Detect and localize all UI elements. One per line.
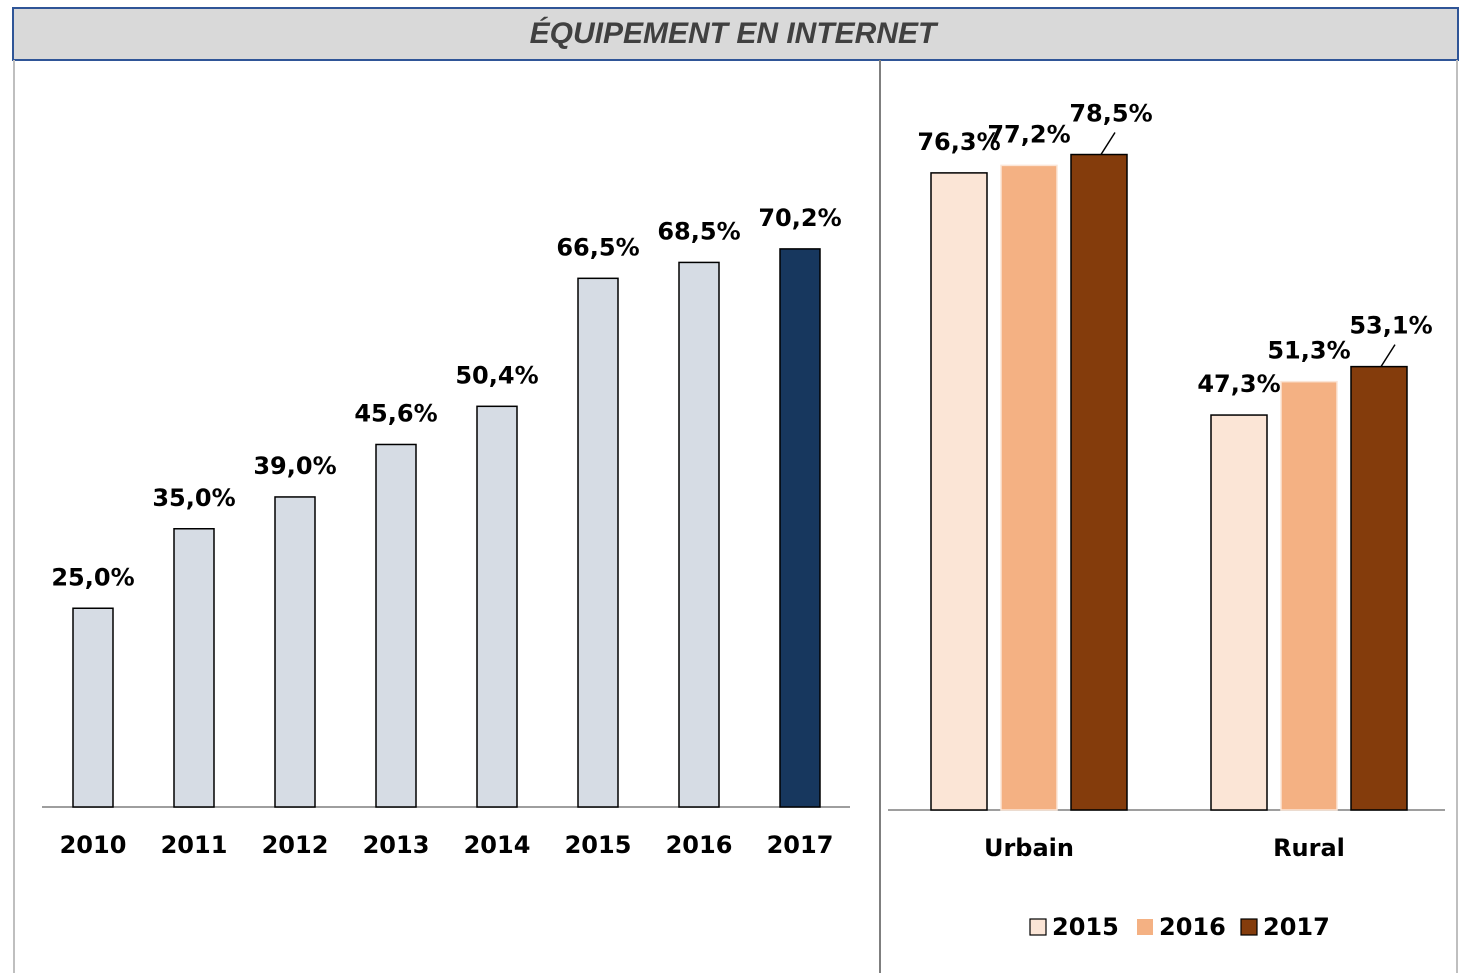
value-label: 76,3% xyxy=(917,128,1000,156)
bar xyxy=(72,607,114,808)
leader-line xyxy=(1380,344,1396,368)
value-label: 77,2% xyxy=(987,120,1070,148)
x-tick-label: 2015 xyxy=(565,831,632,859)
legend-swatch xyxy=(1137,919,1153,935)
value-label: 66,5% xyxy=(556,233,639,261)
bar xyxy=(476,405,518,808)
legend-swatch xyxy=(1029,918,1047,936)
value-label: 45,6% xyxy=(354,399,437,427)
legend-label: 2016 xyxy=(1159,913,1226,941)
bar xyxy=(930,172,988,811)
bar xyxy=(173,528,215,808)
x-tick-label: 2014 xyxy=(464,831,531,859)
bar xyxy=(1000,164,1058,811)
page-title: ÉQUIPEMENT EN INTERNET xyxy=(530,16,939,50)
x-tick-label: 2013 xyxy=(363,831,430,859)
legend-swatch xyxy=(1240,918,1258,936)
value-label: 53,1% xyxy=(1349,312,1432,340)
x-tick-label: Urbain xyxy=(984,834,1074,862)
bar xyxy=(274,496,316,808)
value-label: 51,3% xyxy=(1267,337,1350,365)
value-label: 50,4% xyxy=(455,361,538,389)
value-label: 39,0% xyxy=(253,452,336,480)
bar xyxy=(779,248,821,808)
x-tick-label: Rural xyxy=(1273,834,1345,862)
x-tick-label: 2012 xyxy=(262,831,329,859)
x-tick-label: 2010 xyxy=(60,831,127,859)
value-label: 78,5% xyxy=(1069,100,1152,128)
x-tick-label: 2017 xyxy=(767,831,834,859)
value-label: 25,0% xyxy=(51,563,134,591)
leader-line xyxy=(1100,132,1116,155)
bar xyxy=(1280,380,1338,811)
bar xyxy=(1210,414,1268,811)
x-tick-label: 2011 xyxy=(161,831,228,859)
legend-label: 2015 xyxy=(1052,913,1119,941)
x-tick-label: 2016 xyxy=(666,831,733,859)
value-label: 35,0% xyxy=(152,484,235,512)
bar xyxy=(678,261,720,808)
bar xyxy=(1070,153,1128,811)
header-bar xyxy=(12,7,1459,61)
bar xyxy=(577,277,619,808)
value-label: 47,3% xyxy=(1197,370,1280,398)
bar xyxy=(1350,365,1408,811)
value-label: 68,5% xyxy=(657,217,740,245)
bar xyxy=(375,443,417,808)
value-label: 70,2% xyxy=(758,204,841,232)
legend-label: 2017 xyxy=(1263,913,1330,941)
